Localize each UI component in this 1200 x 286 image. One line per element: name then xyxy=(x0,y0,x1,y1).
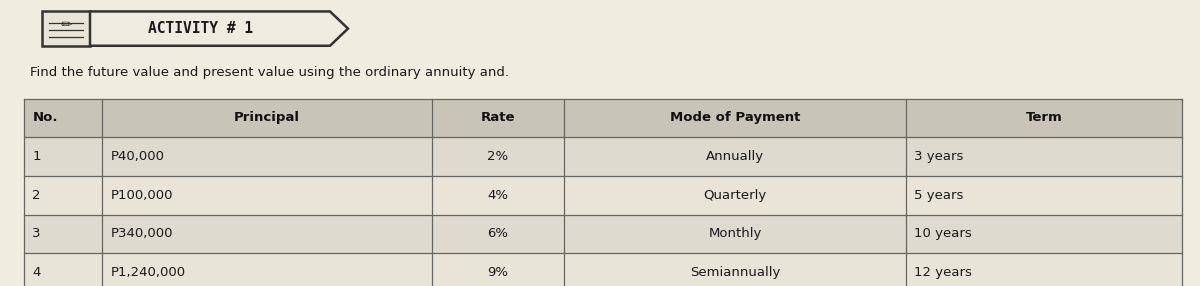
FancyBboxPatch shape xyxy=(42,11,90,46)
Text: P100,000: P100,000 xyxy=(110,189,173,202)
Text: Semiannually: Semiannually xyxy=(690,266,780,279)
Text: Principal: Principal xyxy=(234,112,300,124)
Text: 4: 4 xyxy=(32,266,41,279)
Polygon shape xyxy=(90,11,348,46)
Text: Annually: Annually xyxy=(706,150,764,163)
Text: 4%: 4% xyxy=(487,189,509,202)
Text: Term: Term xyxy=(1026,112,1062,124)
Text: 2: 2 xyxy=(32,189,41,202)
Text: ✏: ✏ xyxy=(60,18,72,32)
Text: 6%: 6% xyxy=(487,227,509,240)
Text: ACTIVITY # 1: ACTIVITY # 1 xyxy=(148,21,253,36)
Text: 5 years: 5 years xyxy=(914,189,964,202)
Text: 12 years: 12 years xyxy=(914,266,972,279)
FancyBboxPatch shape xyxy=(24,137,1182,176)
Text: Quarterly: Quarterly xyxy=(703,189,767,202)
FancyBboxPatch shape xyxy=(24,253,1182,286)
Text: 1: 1 xyxy=(32,150,41,163)
Text: P1,240,000: P1,240,000 xyxy=(110,266,186,279)
FancyBboxPatch shape xyxy=(24,214,1182,253)
Text: 10 years: 10 years xyxy=(914,227,972,240)
Text: Mode of Payment: Mode of Payment xyxy=(670,112,800,124)
Text: 3 years: 3 years xyxy=(914,150,964,163)
Text: 2%: 2% xyxy=(487,150,509,163)
Text: 3: 3 xyxy=(32,227,41,240)
Text: P340,000: P340,000 xyxy=(110,227,173,240)
Text: No.: No. xyxy=(32,112,58,124)
Text: Rate: Rate xyxy=(481,112,515,124)
FancyBboxPatch shape xyxy=(24,176,1182,214)
Text: P40,000: P40,000 xyxy=(110,150,164,163)
Text: Monthly: Monthly xyxy=(708,227,762,240)
Text: Find the future value and present value using the ordinary annuity and.: Find the future value and present value … xyxy=(30,66,509,80)
FancyBboxPatch shape xyxy=(24,99,1182,137)
Text: 9%: 9% xyxy=(487,266,509,279)
